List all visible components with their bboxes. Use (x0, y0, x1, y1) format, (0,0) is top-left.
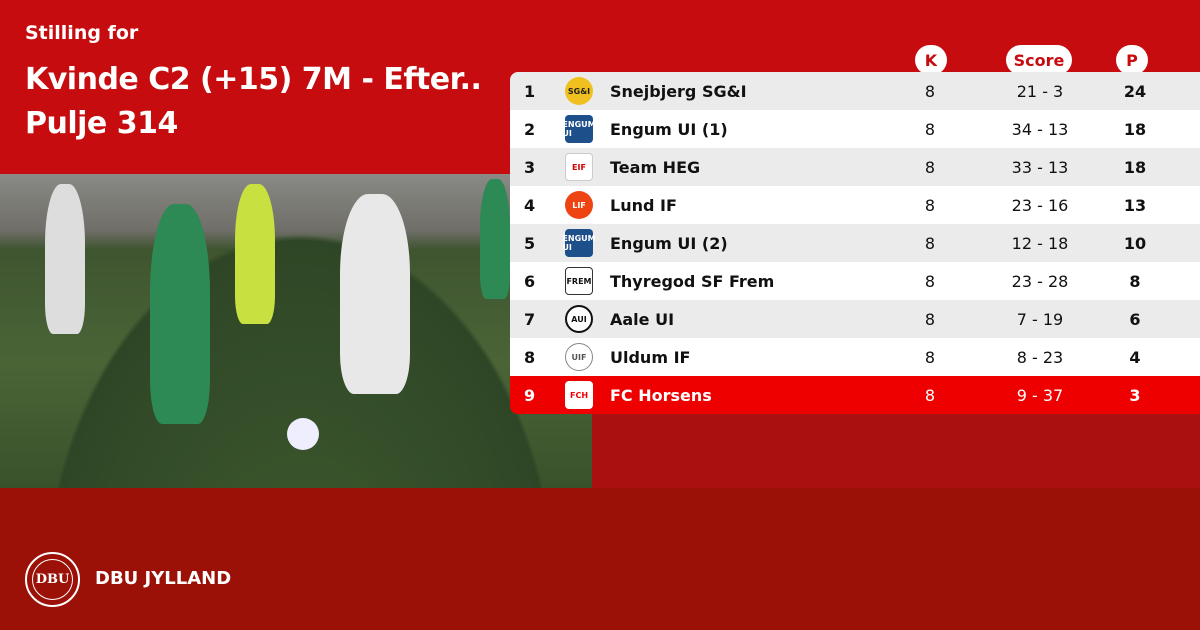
standings-table: 1 SG&I Snejbjerg SG&I 8 21 - 3 24 2 ENGUM… (510, 72, 1200, 414)
column-header-k: K (915, 45, 947, 75)
team-logo-text: ENGUM UI (562, 234, 596, 252)
goal-score: 23 - 28 (1011, 271, 1069, 291)
team-logo-text: AUI (571, 314, 587, 324)
match-photo (0, 174, 592, 488)
brand-name: DBU JYLLAND (95, 568, 232, 589)
team-logo-text: EIF (572, 162, 586, 172)
position: 9 (524, 385, 536, 405)
dbu-logo-text: DBU (35, 572, 70, 587)
title-line-2: Pulje 314 (25, 106, 178, 141)
team-logo-text: UIF (571, 352, 587, 362)
team-name: Snejbjerg SG&I (610, 81, 747, 101)
position: 6 (524, 271, 536, 291)
matches-played: 8 (924, 119, 936, 139)
team-logo-icon: FCH (565, 381, 593, 409)
matches-played: 8 (924, 233, 936, 253)
matches-played: 8 (924, 385, 936, 405)
team-logo-icon: FREM (565, 267, 593, 295)
column-header-score: Score (1006, 45, 1072, 75)
goal-score: 12 - 18 (1011, 233, 1069, 253)
title-line-1: Kvinde C2 (+15) 7M - Efter.. (25, 62, 482, 97)
points: 24 (1123, 81, 1147, 101)
points: 10 (1123, 233, 1147, 253)
table-row[interactable]: 6 FREM Thyregod SF Frem 8 23 - 28 8 (510, 262, 1200, 300)
goal-score: 9 - 37 (1016, 385, 1064, 405)
team-logo-icon: AUI (565, 305, 593, 333)
team-logo-icon: ENGUM UI (562, 115, 596, 143)
team-name: FC Horsens (610, 385, 712, 405)
team-name: Lund IF (610, 195, 677, 215)
matches-played: 8 (924, 195, 936, 215)
team-logo-text: FREM (566, 276, 592, 286)
column-header-p: P (1116, 45, 1148, 75)
table-row[interactable]: 7 AUI Aale UI 8 7 - 19 6 (510, 300, 1200, 338)
points: 4 (1129, 347, 1141, 367)
matches-played: 8 (924, 347, 936, 367)
position: 7 (524, 309, 536, 329)
position: 1 (524, 81, 536, 101)
table-row[interactable]: 4 LIF Lund IF 8 23 - 16 13 (510, 186, 1200, 224)
table-row[interactable]: 9 FCH FC Horsens 8 9 - 37 3 (510, 376, 1200, 414)
position: 4 (524, 195, 536, 215)
page-title: Kvinde C2 (+15) 7M - Efter.. Pulje 314 (25, 58, 482, 146)
goal-score: 21 - 3 (1016, 81, 1064, 101)
team-logo-text: SG&I (567, 86, 591, 96)
team-name: Uldum IF (610, 347, 691, 367)
team-name: Aale UI (610, 309, 675, 329)
table-row[interactable]: 2 ENGUM UI Engum UI (1) 8 34 - 13 18 (510, 110, 1200, 148)
goal-score: 34 - 13 (1011, 119, 1069, 139)
team-logo-icon: EIF (565, 153, 593, 181)
points: 6 (1129, 309, 1141, 329)
table-row[interactable]: 3 EIF Team HEG 8 33 - 13 18 (510, 148, 1200, 186)
team-logo-text: FCH (569, 390, 589, 400)
position: 3 (524, 157, 536, 177)
position: 2 (524, 119, 536, 139)
footer-band (0, 488, 1200, 630)
goal-score: 7 - 19 (1016, 309, 1064, 329)
table-row[interactable]: 8 UIF Uldum IF 8 8 - 23 4 (510, 338, 1200, 376)
points: 8 (1129, 271, 1141, 291)
team-name: Team HEG (610, 157, 701, 177)
team-logo-text: ENGUM UI (562, 120, 596, 138)
goal-score: 8 - 23 (1016, 347, 1064, 367)
dbu-logo: DBU (25, 552, 80, 607)
position: 5 (524, 233, 536, 253)
points: 18 (1123, 119, 1147, 139)
team-logo-icon: LIF (565, 191, 593, 219)
team-name: Engum UI (1) (610, 119, 728, 139)
goal-score: 33 - 13 (1011, 157, 1069, 177)
table-row[interactable]: 1 SG&I Snejbjerg SG&I 8 21 - 3 24 (510, 72, 1200, 110)
matches-played: 8 (924, 157, 936, 177)
team-logo-icon: ENGUM UI (562, 229, 596, 257)
matches-played: 8 (924, 309, 936, 329)
points: 3 (1129, 385, 1141, 405)
team-logo-icon: UIF (565, 343, 593, 371)
position: 8 (524, 347, 536, 367)
points: 13 (1123, 195, 1147, 215)
team-logo-text: LIF (572, 200, 586, 210)
points: 18 (1123, 157, 1147, 177)
matches-played: 8 (924, 271, 936, 291)
subtitle: Stilling for (25, 22, 139, 44)
goal-score: 23 - 16 (1011, 195, 1069, 215)
table-row[interactable]: 5 ENGUM UI Engum UI (2) 8 12 - 18 10 (510, 224, 1200, 262)
team-name: Engum UI (2) (610, 233, 728, 253)
matches-played: 8 (924, 81, 936, 101)
team-logo-icon: SG&I (565, 77, 593, 105)
team-name: Thyregod SF Frem (610, 271, 775, 291)
